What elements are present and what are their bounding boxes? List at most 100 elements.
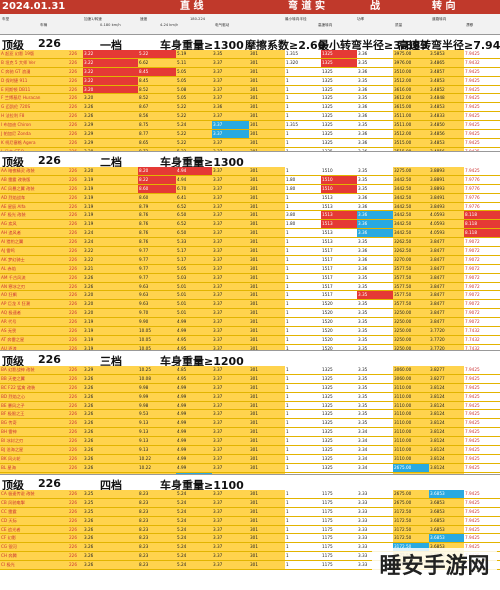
value-cell: 1	[285, 437, 321, 446]
table-row[interactable]: AH 追风者 226 3.24 8.76 6.50 3.37 301 1 1513 3.36 344…	[0, 229, 500, 239]
value-cell: 5.17	[176, 247, 212, 255]
value-cell: 226	[68, 103, 83, 112]
value-cell: 7.9425	[464, 121, 500, 130]
value-cell: 5.05	[176, 264, 212, 273]
table-row[interactable]: AK 梦幻骑士 226 3.22 9.77 5.17 3.37 301 1 1517 3.36 32…	[0, 255, 500, 265]
value-cell: 3.37	[212, 543, 249, 552]
table-row[interactable]: BD 烈焰之心 226 3.26 9.99 4.99 3.37 301 1 1325 3.35 31…	[0, 392, 500, 402]
value-cell: 3.4857	[429, 67, 464, 76]
table-row[interactable]: CC 雷霆 226 3.25 8.23 5.24 3.37 301 1 1175 3.33 3172…	[0, 507, 500, 517]
value-cell: 3.37	[212, 130, 249, 138]
value-cell: 8.65	[138, 138, 176, 147]
table-row[interactable]: AQ 极速者 226 3.20 9.70 5.01 3.37 301 1 1520 3.35 325…	[0, 309, 500, 319]
value-cell: 9.77	[138, 255, 176, 264]
value-cell: 7.7432	[464, 344, 500, 353]
value-cell: 301	[249, 374, 285, 383]
value-cell: 1	[285, 103, 321, 112]
value-cell: 301	[249, 561, 285, 570]
table-row[interactable]: BH 雷神 226 3.26 9.13 4.99 3.37 301 1 1325 3.34 3110…	[0, 428, 500, 438]
value-cell: 1	[285, 446, 321, 454]
table-row[interactable]: AS 无畏 226 3.19 10.05 4.99 3.37 301 1 1520 3.35 325…	[0, 327, 500, 336]
value-cell: 1	[285, 428, 321, 437]
value-cell: 3.29	[83, 138, 138, 147]
value-cell: 5.24	[176, 534, 212, 543]
table-row[interactable]: J 帕加尼 Zonda 226 3.29 8.77 5.22 3.37 301 1 1325 3.…	[0, 130, 500, 139]
value-cell: 8.23	[138, 516, 176, 525]
table-row[interactable]: AD 烈焰战车 226 3.19 8.60 6.41 3.37 301 1 1513 3.36 34…	[0, 193, 500, 203]
table-row[interactable]: AA 暗夜精灵 改装 226 3.20 8.20 4.94 3.37 301 1 1510 3.3…	[0, 167, 500, 176]
table-row[interactable]: AT 奔雷之星 226 3.19 10.05 4.95 3.37 301 1 1520 3.35 3…	[0, 335, 500, 345]
value-cell: 3.8277	[429, 374, 464, 383]
table-row[interactable]: BJ 沧海之星 226 3.26 9.13 4.99 3.37 301 1 1325 3.34 31…	[0, 446, 500, 455]
table-row[interactable]: AB 雷霆 改装版 226 3.19 8.22 4.94 3.37 301 1.80 1510 3…	[0, 175, 500, 185]
value-cell: 3110.00	[393, 454, 429, 463]
value-cell: 301	[249, 366, 285, 374]
table-row[interactable]: BI 冰封之刃 226 3.26 9.13 4.99 3.37 301 1 1325 3.34 31…	[0, 437, 500, 447]
value-cell: 301	[249, 344, 285, 353]
table-row[interactable]: K 柯尼塞格 Agera 226 3.29 8.65 5.22 3.37 301 1 1325 3…	[0, 138, 500, 148]
table-row[interactable]: E 阿斯顿 DB11 226 3.20 8.52 5.08 3.37 301 1 1325 3.3…	[0, 85, 500, 95]
table-row[interactable]: AM 千古风流 226 3.26 9.77 5.03 3.37 301 1 1517 3.35 35…	[0, 273, 500, 283]
table-row[interactable]: G 迈凯伦 720S 226 3.26 8.67 5.22 3.36 301 1 1325 3.3…	[0, 103, 500, 113]
table-row[interactable]: B 坦克 5 大师 Ver 226 3.22 6.62 5.11 3.37 301 1.320…	[0, 58, 500, 68]
table-row[interactable]: AE 星辰 Alfa 226 3.19 8.79 6.52 3.37 301 1 1513 3.3…	[0, 202, 500, 212]
value-cell: 3172.50	[393, 543, 429, 552]
value-cell: 1517	[321, 264, 357, 273]
table-row[interactable]: CD 天际 226 3.26 8.23 5.24 3.37 301 1 1175 3.33 3172…	[0, 516, 500, 526]
table-row[interactable]: D 保时捷 911 226 3.22 8.45 5.05 3.37 301 1 1325 3.35…	[0, 76, 500, 86]
value-cell: 3.36	[357, 130, 393, 138]
table-row[interactable]: BL 星海 226 3.26 10.22 4.99 3.37 301 1 1325 3.34 267…	[0, 463, 500, 473]
table-row[interactable]: CG 银河 226 3.26 8.23 5.24 3.37 301 1 1175 3.33 3172…	[0, 543, 500, 553]
value-cell: 7.9425	[464, 85, 500, 94]
value-cell: 1517	[321, 255, 357, 264]
table-row[interactable]: CF 幻影 226 3.26 8.23 5.24 3.37 301 1 1175 3.33 3172…	[0, 534, 500, 544]
table-row[interactable]: AG 疾风 226 3.19 8.76 6.52 3.37 301 1.80 1513 3.36 3…	[0, 220, 500, 230]
value-cell: 226	[68, 94, 83, 103]
table-row[interactable]: CB 风驰电掣 226 3.25 8.23 5.24 3.37 301 1 1175 3.33 26…	[0, 498, 500, 508]
car-name-cell: K 柯尼塞格 Agera	[0, 138, 68, 147]
table-row[interactable]: BG 传奇 226 3.26 9.13 4.99 3.37 301 1 1325 3.35 3110…	[0, 419, 500, 429]
table-row[interactable]: BA 幻影战神 改装 226 3.29 10.25 4.85 3.37 301 1 1325 3.…	[0, 366, 500, 375]
table-row[interactable]: AR 代号 226 3.19 9.90 4.99 3.37 301 1 1520 3.35 3250…	[0, 318, 500, 328]
table-row[interactable]: CA 极速传说 改装 226 3.25 8.23 5.24 3.37 301 1 1175 3.3…	[0, 490, 500, 499]
table-row[interactable]: C 奔驰 GT 浪漫 226 3.22 8.45 5.05 3.37 301 1 1325 3.3…	[0, 67, 500, 77]
value-cell: 10.05	[138, 335, 176, 344]
table-row[interactable]: AL 赤焰 226 3.21 9.77 5.05 3.37 301 1 1517 3.36 3577…	[0, 264, 500, 274]
value-cell: 3.20	[83, 167, 138, 175]
table-row[interactable]: AN 寒冰之刃 226 3.26 9.63 5.01 3.37 301 1 1517 3.35 35…	[0, 282, 500, 292]
table-row[interactable]: AI 猎豹之翼 226 3.24 8.76 5.33 3.37 301 1 1513 3.35 32…	[0, 238, 500, 248]
column-header-label: 车型	[2, 17, 10, 21]
table-row[interactable]: AO 狂飙 226 3.20 9.63 5.01 3.37 301 1 1517 3.35 3577…	[0, 291, 500, 301]
value-cell: 3172.50	[393, 516, 429, 525]
table-row[interactable]: AC 风暴之翼 改装 226 3.19 8.60 6.70 3.37 301 1.80 1510…	[0, 184, 500, 194]
table-row[interactable]: A 起亚 幻影 19版 226 3.22 5.22 5.19 3.35 301 1.315 13…	[0, 50, 500, 59]
value-cell: 1	[285, 255, 321, 264]
value-cell: 3.37	[212, 184, 249, 193]
value-cell: 3.37	[212, 211, 249, 220]
table-row[interactable]: BE 暴风之子 226 3.26 9.98 4.99 3.37 301 1 1325 3.35 31…	[0, 401, 500, 411]
value-cell: 3.19	[83, 327, 138, 335]
value-cell: 226	[68, 498, 83, 507]
value-cell: 3110.00	[393, 410, 429, 419]
table-row[interactable]: BC F22 猛禽 改装 226 3.26 9.98 4.99 3.37 301 1 1325 3…	[0, 383, 500, 393]
value-cell: 7.7432	[464, 327, 500, 335]
value-cell: 10.22	[138, 463, 176, 472]
table-row[interactable]: AJ 雷鸣 226 3.22 9.77 5.17 3.37 301 1 1517 3.36 3262…	[0, 247, 500, 256]
table-row[interactable]: BF 极限之王 226 3.26 9.53 4.99 3.37 301 1 1325 3.35 31…	[0, 410, 500, 420]
table-row[interactable]: CE 追光者 226 3.26 8.23 5.24 3.37 301 1 1175 3.33 317…	[0, 525, 500, 535]
table-row[interactable]: BB 天使之翼 226 3.26 10.08 4.95 3.37 301 1 1325 3.35 3…	[0, 374, 500, 384]
value-cell: 301	[249, 184, 285, 193]
value-cell: 226	[68, 67, 83, 76]
value-cell: 3511.00	[393, 112, 429, 121]
table-row[interactable]: BK 风火轮 226 3.26 10.22 4.99 3.37 301 1 1325 3.34 31…	[0, 454, 500, 464]
table-row[interactable]: I 布加迪 Chiron 226 3.29 8.75 5.24 3.37 301 1.315 1…	[0, 121, 500, 131]
table-row[interactable]: H 法拉利 F8 226 3.26 8.56 5.22 3.37 301 1 1325 3.36 3…	[0, 112, 500, 122]
table-row[interactable]: AF 极光 改装 226 3.19 8.76 6.50 3.37 301 3.80 1513 3.…	[0, 211, 500, 221]
value-cell: 8.23	[138, 552, 176, 561]
table-row[interactable]: F 兰博基尼 Huracan 226 3.20 8.52 5.05 3.37 301 1 132…	[0, 94, 500, 104]
value-cell: 1520	[321, 327, 357, 335]
value-cell: 3.35	[212, 50, 249, 58]
table-row[interactable]: AP 巨龙 X 狂潮 226 3.20 9.63 5.01 3.37 301 1 1520 3.3…	[0, 300, 500, 310]
value-cell: 1325	[321, 138, 357, 147]
value-cell: 7.9072	[464, 255, 500, 264]
